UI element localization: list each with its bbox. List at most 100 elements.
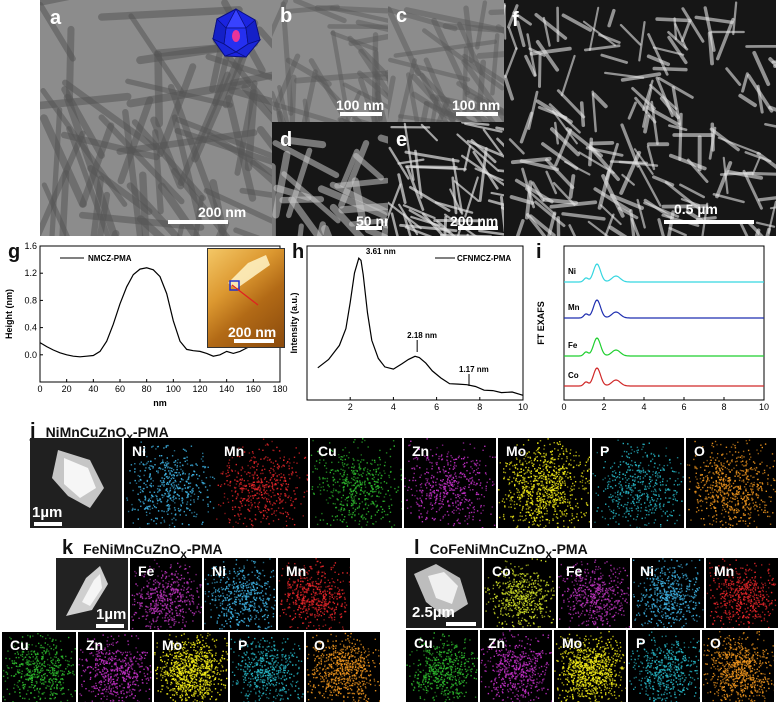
element-map-cu: Cu: [2, 632, 76, 702]
element-label-ni: Ni: [212, 563, 226, 579]
element-label-cu: Cu: [414, 635, 433, 651]
scale-bar-e: [458, 226, 498, 230]
element-map-zn: Zn: [480, 630, 552, 702]
scale-text-b: 100 nm: [336, 97, 385, 113]
y-axis-label: Intensity (a.u.): [289, 292, 299, 353]
x-tick-label: 0: [561, 402, 566, 412]
x-tick-label: 40: [88, 384, 98, 394]
polyoxometalate-cluster-icon: [211, 8, 262, 58]
element-label-p: P: [238, 637, 248, 653]
scale-bar-k: [96, 624, 124, 628]
tem-texture-b: [272, 0, 388, 122]
element-map-ni: Ni: [632, 558, 704, 628]
mapping-title-j-suffix: -PMA: [132, 424, 169, 440]
series-line: [317, 257, 524, 396]
x-tick-label: 80: [142, 384, 152, 394]
element-map-zn: Zn: [404, 438, 496, 528]
afm-inset-scale-bar: [234, 339, 274, 343]
y-tick-label: 0.8: [24, 295, 37, 305]
mapping-title-j: j NiMnCuZnOx-PMA: [30, 420, 169, 444]
peak-annotation: 1.17 nm: [459, 365, 489, 374]
element-label-cu: Cu: [10, 637, 29, 653]
element-map-fe: Fe: [130, 558, 202, 630]
series-line: [39, 267, 281, 358]
panel-label-f: f: [512, 9, 519, 31]
scale-bar-f: [664, 220, 754, 224]
tem-texture-d: [272, 134, 388, 236]
panel-label-i: i: [536, 241, 542, 263]
x-tick-label: 100: [166, 384, 181, 394]
scale-text-d: 50 nm: [356, 213, 388, 229]
x-tick-label: 60: [115, 384, 125, 394]
haadf-image-k: 1µm: [56, 558, 128, 630]
haadf-image-j: 1µm: [30, 438, 122, 528]
x-tick-label: 140: [219, 384, 234, 394]
tem-texture-c: [388, 0, 504, 122]
tem-panel-a: a 200 nm: [40, 0, 272, 236]
element-label-p: P: [600, 443, 610, 459]
scale-text-a: 200 nm: [198, 204, 247, 220]
series-line-mn: [564, 299, 764, 319]
scale-text-j: 1µm: [32, 504, 63, 521]
mapping-title-l-suffix: -PMA: [551, 541, 588, 557]
x-tick-label: 160: [246, 384, 261, 394]
tem-panel-f: f 0.5 µm: [504, 0, 776, 236]
element-map-cu: Cu: [310, 438, 402, 528]
element-map-zn: Zn: [78, 632, 152, 702]
afm-inset-scale-text: 200 nm: [228, 324, 277, 340]
element-map-cu: Cu: [406, 630, 478, 702]
haadf-image-l: 2.5µm: [406, 558, 482, 628]
element-map-ni: Ni: [124, 438, 216, 528]
panel-label-b: b: [280, 5, 293, 27]
scale-bar-a: [168, 220, 228, 224]
panel-label-c: c: [396, 5, 408, 27]
tem-panel-b: b 100 nm: [272, 0, 388, 122]
scale-bar-c: [456, 112, 498, 116]
x-tick-label: 2: [601, 402, 606, 412]
series-label: Co: [568, 371, 579, 380]
element-label-co: Co: [492, 563, 511, 579]
element-map-mo: Mo: [498, 438, 590, 528]
element-label-zn: Zn: [86, 637, 104, 653]
y-tick-label: 0.0: [24, 350, 37, 360]
tem-panel-d: d 50 nm: [272, 122, 388, 236]
element-map-mo: Mo: [154, 632, 228, 702]
element-map-o: O: [686, 438, 776, 528]
x-tick-label: 120: [192, 384, 207, 394]
x-tick-label: 4: [391, 402, 396, 412]
scale-bar-b: [340, 112, 382, 116]
element-label-zn: Zn: [488, 635, 506, 651]
x-tick-label: 0: [37, 384, 42, 394]
scale-bar-j: [34, 522, 62, 526]
series-label: Fe: [568, 341, 578, 350]
tem-panel-c: c 100 nm: [388, 0, 504, 122]
legend-label: CFNMCZ-PMA: [457, 254, 511, 263]
x-tick-label: 6: [434, 402, 439, 412]
panel-label-g: g: [8, 241, 21, 263]
element-label-o: O: [314, 637, 325, 653]
scale-text-l: 2.5µm: [412, 604, 455, 621]
y-tick-label: 0.4: [24, 323, 37, 333]
mapping-title-l-text: CoFeNiMnCuZnO: [429, 541, 546, 557]
tem-texture-e: [388, 122, 504, 236]
mapping-title-k-suffix: -PMA: [186, 541, 223, 557]
element-label-zn: Zn: [412, 443, 430, 459]
element-label-fe: Fe: [566, 563, 583, 579]
mapping-title-j-text: NiMnCuZnO: [45, 424, 127, 440]
panel-label-k: k: [62, 537, 74, 559]
element-label-cu: Cu: [318, 443, 337, 459]
panel-label-l: l: [414, 537, 420, 559]
mapping-title-k-sub: x: [180, 547, 187, 561]
y-axis-label: Height (nm): [4, 289, 14, 339]
x-axis-label: nm: [153, 398, 167, 408]
element-label-p: P: [636, 635, 646, 651]
series-line-ni: [564, 263, 764, 283]
element-label-o: O: [710, 635, 721, 651]
peak-annotation: 3.61 nm: [366, 247, 396, 256]
x-tick-label: 10: [759, 402, 769, 412]
element-map-o: O: [702, 630, 774, 702]
afm-inset-image: 200 nm: [207, 248, 285, 348]
x-tick-label: 2: [348, 402, 353, 412]
peak-annotation: 2.18 nm: [407, 331, 437, 340]
